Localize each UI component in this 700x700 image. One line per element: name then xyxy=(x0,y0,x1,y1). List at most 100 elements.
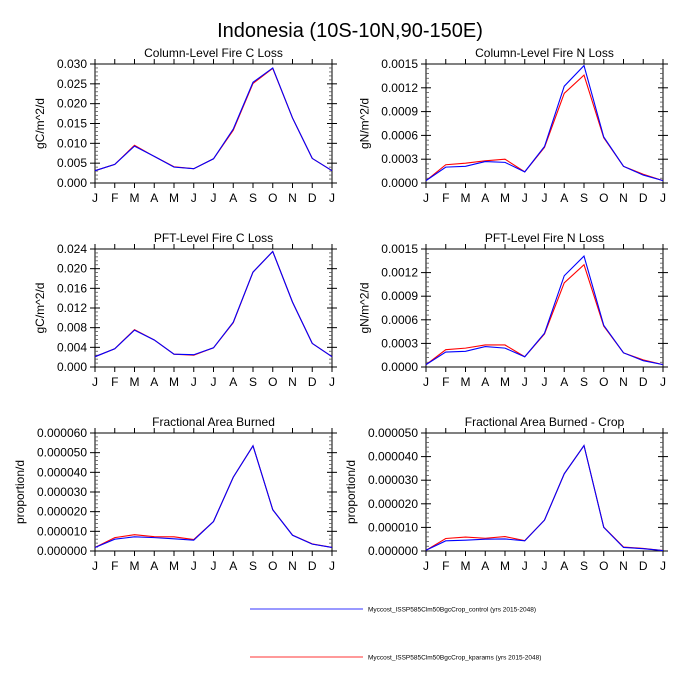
x-tick-label: F xyxy=(111,191,118,205)
y-tick-label: 0.000 xyxy=(57,176,87,190)
series-line-control xyxy=(425,444,664,552)
x-tick-label: O xyxy=(599,375,608,389)
y-tick-label: 0.0003 xyxy=(381,152,418,166)
x-tick-label: M xyxy=(169,375,179,389)
y-axis-label: proportion/d xyxy=(13,460,27,524)
x-tick-label: J xyxy=(660,375,666,389)
x-tick-label: F xyxy=(442,375,449,389)
x-tick-label: J xyxy=(92,375,98,389)
x-tick-label: M xyxy=(130,559,140,573)
x-tick-label: D xyxy=(639,191,648,205)
y-tick-label: 0.000060 xyxy=(37,426,87,440)
y-tick-label: 0.000 xyxy=(57,360,87,374)
x-tick-label: M xyxy=(461,375,471,389)
series-line-kparams xyxy=(94,444,333,549)
y-axis-label: gN/m^2/d xyxy=(357,98,371,149)
x-tick-label: O xyxy=(268,559,277,573)
x-tick-label: J xyxy=(423,191,429,205)
x-tick-label: J xyxy=(542,375,548,389)
x-tick-label: J xyxy=(660,559,666,573)
x-tick-label: J xyxy=(92,559,98,573)
x-tick-label: A xyxy=(229,375,237,389)
y-tick-label: 0.0015 xyxy=(381,57,418,71)
y-tick-label: 0.0006 xyxy=(381,313,418,327)
x-tick-label: J xyxy=(329,559,335,573)
y-tick-label: 0.0015 xyxy=(381,242,418,256)
x-tick-label: M xyxy=(169,191,179,205)
plot-frame xyxy=(94,63,333,184)
series-line-kparams xyxy=(425,74,664,182)
series-line-control xyxy=(94,67,333,172)
y-axis-label: gC/m^2/d xyxy=(33,98,47,149)
x-tick-label: A xyxy=(150,559,158,573)
y-tick-label: 0.030 xyxy=(57,57,87,71)
y-tick-label: 0.0012 xyxy=(381,81,418,95)
x-tick-label: J xyxy=(329,375,335,389)
legend-label-kparams: Myccost_ISSP585Clm50BgcCrop_kparams (yrs… xyxy=(368,655,541,662)
x-tick-label: J xyxy=(423,559,429,573)
y-tick-label: 0.000050 xyxy=(37,446,87,460)
x-tick-label: J xyxy=(522,559,528,573)
x-tick-label: S xyxy=(580,559,588,573)
x-tick-label: N xyxy=(619,559,628,573)
y-tick-label: 0.004 xyxy=(57,340,87,354)
y-tick-label: 0.000020 xyxy=(37,505,87,519)
panel-title: Fractional Area Burned - Crop xyxy=(465,415,625,429)
x-tick-label: F xyxy=(442,191,449,205)
y-tick-label: 0.0000 xyxy=(381,360,418,374)
x-tick-label: J xyxy=(660,191,666,205)
panel-title: Fractional Area Burned xyxy=(152,415,275,429)
panel-title: Column-Level Fire C Loss xyxy=(144,46,283,60)
y-tick-label: 0.016 xyxy=(57,281,87,295)
x-tick-label: S xyxy=(580,191,588,205)
y-tick-label: 0.015 xyxy=(57,117,87,131)
y-tick-label: 0.020 xyxy=(57,97,87,111)
x-tick-label: J xyxy=(542,191,548,205)
x-tick-label: D xyxy=(308,559,317,573)
x-tick-label: S xyxy=(580,375,588,389)
x-tick-label: D xyxy=(639,375,648,389)
y-axis-label: proportion/d xyxy=(344,460,358,524)
x-tick-label: N xyxy=(619,375,628,389)
x-tick-label: J xyxy=(211,375,217,389)
y-tick-label: 0.020 xyxy=(57,262,87,276)
x-tick-label: J xyxy=(191,191,197,205)
x-tick-label: F xyxy=(111,559,118,573)
x-tick-label: A xyxy=(560,375,568,389)
y-tick-label: 0.025 xyxy=(57,77,87,91)
y-tick-label: 0.024 xyxy=(57,242,87,256)
panel-title: Column-Level Fire N Loss xyxy=(475,46,614,60)
x-tick-label: J xyxy=(191,559,197,573)
legend: Myccost_ISSP585Clm50BgcCrop_control (yrs… xyxy=(250,607,541,662)
x-tick-label: A xyxy=(560,559,568,573)
plot-frame xyxy=(94,432,333,552)
x-tick-label: S xyxy=(249,191,257,205)
series-line-kparams xyxy=(425,263,664,366)
x-tick-label: A xyxy=(481,559,489,573)
y-tick-label: 0.000000 xyxy=(368,544,418,558)
series-line-control xyxy=(94,250,333,358)
series-line-kparams xyxy=(94,250,333,358)
series-line-kparams xyxy=(425,444,664,552)
y-tick-label: 0.000010 xyxy=(368,520,418,534)
panel-title: PFT-Level Fire N Loss xyxy=(485,231,604,245)
plot-frame xyxy=(425,248,664,368)
y-tick-label: 0.0009 xyxy=(381,105,418,119)
y-tick-label: 0.000030 xyxy=(37,485,87,499)
x-tick-label: O xyxy=(599,559,608,573)
x-tick-label: A xyxy=(481,191,489,205)
y-tick-label: 0.0003 xyxy=(381,336,418,350)
series-line-control xyxy=(94,444,333,549)
x-tick-label: D xyxy=(639,559,648,573)
x-tick-label: D xyxy=(308,191,317,205)
x-tick-label: D xyxy=(308,375,317,389)
figure-title: Indonesia (10S-10N,90-150E) xyxy=(217,20,483,42)
x-tick-label: N xyxy=(288,191,297,205)
y-tick-label: 0.005 xyxy=(57,156,87,170)
x-tick-label: A xyxy=(481,375,489,389)
x-tick-label: J xyxy=(92,191,98,205)
